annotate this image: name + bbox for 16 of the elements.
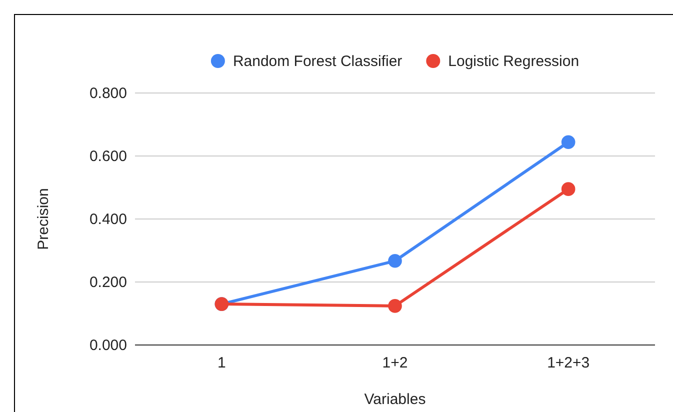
legend-label: Random Forest Classifier xyxy=(232,53,402,70)
y-axis-title: Precision xyxy=(35,188,52,250)
x-tick-label: 1+2+3 xyxy=(547,354,590,372)
point xyxy=(388,299,402,313)
x-tick-label: 1 xyxy=(217,354,226,372)
legend-label: Logistic Regression xyxy=(448,53,580,70)
point xyxy=(388,254,402,268)
point xyxy=(561,182,576,196)
y-tick-label: 0.000 xyxy=(89,336,127,354)
x-tick-label: 1+2 xyxy=(382,354,408,372)
y-tick-label: 0.600 xyxy=(89,148,127,165)
y-tick-label: 0.200 xyxy=(89,274,127,291)
x-axis-title: Variables xyxy=(364,391,426,408)
y-tick-label: 0.800 xyxy=(89,84,127,102)
point xyxy=(561,135,576,150)
y-tick-label: 0.400 xyxy=(89,210,127,228)
